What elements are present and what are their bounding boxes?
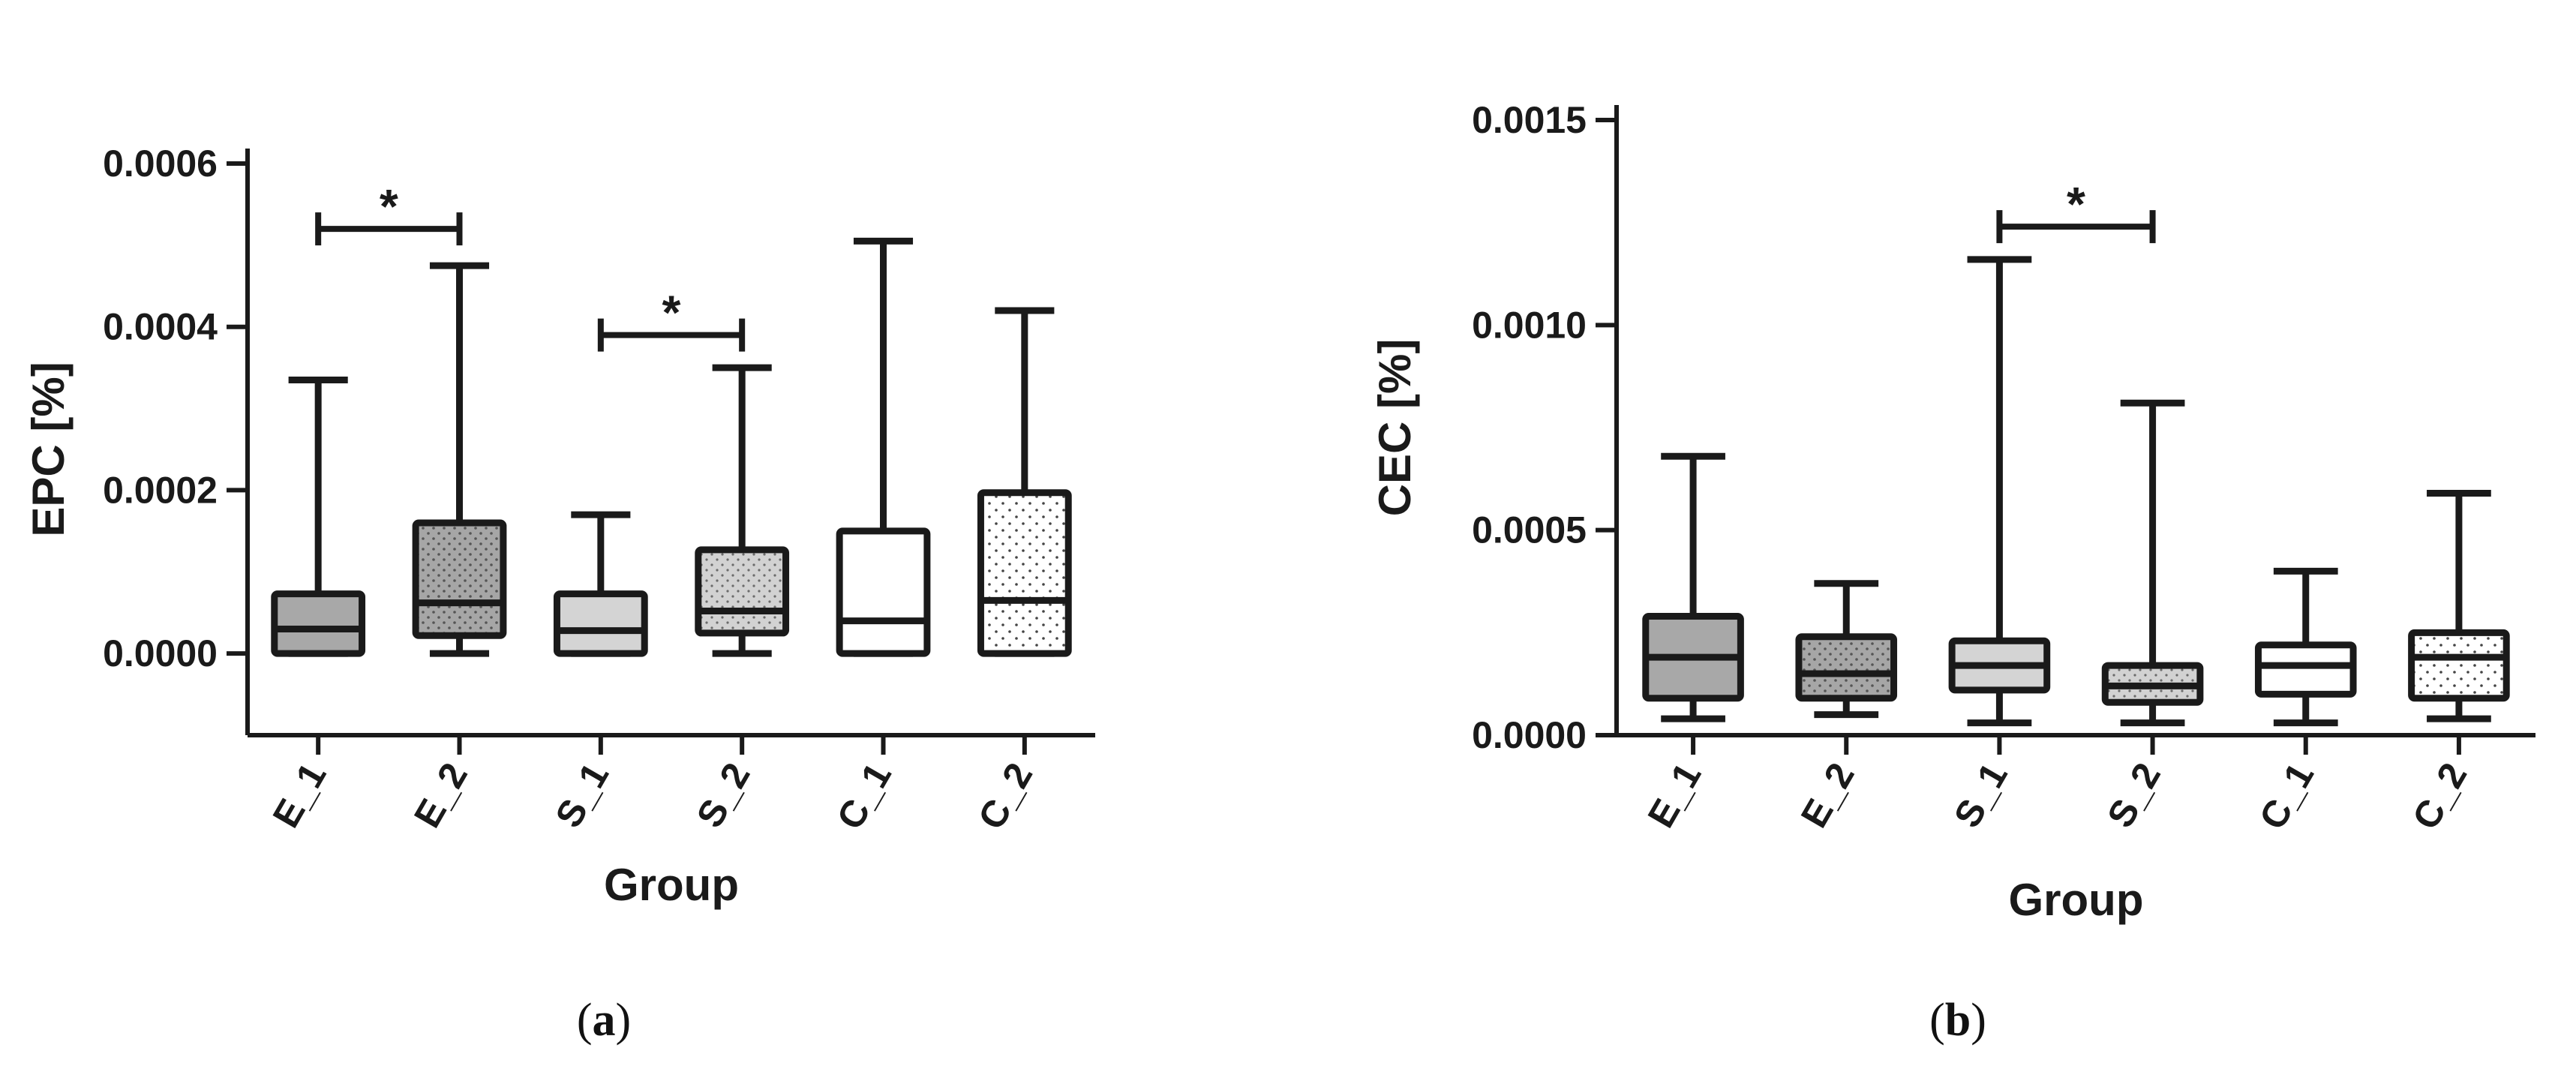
x-tick-label: C_2 xyxy=(970,756,1040,836)
box-c-2 xyxy=(2408,489,2510,722)
x-tick-label: C_2 xyxy=(2404,756,2475,836)
box-iqr xyxy=(836,527,931,657)
panel-letter-a: a xyxy=(593,995,616,1046)
y-tick-label: 0.0010 xyxy=(1472,304,1587,346)
x-tick-label: E_2 xyxy=(1793,756,1863,835)
x-tick-label: S_2 xyxy=(689,756,758,835)
box-iqr xyxy=(2408,629,2510,702)
box-e-2 xyxy=(1795,580,1898,719)
box-e-1 xyxy=(1642,452,1744,722)
significance-label: * xyxy=(380,179,398,233)
y-axis-title: CEC [%] xyxy=(1370,339,1420,517)
box-c-1 xyxy=(836,237,931,657)
box-iqr xyxy=(1795,633,1898,702)
box-e-2 xyxy=(412,262,507,657)
y-axis-title: EPC [%] xyxy=(23,362,74,536)
x-tick-label: C_1 xyxy=(2251,756,2322,836)
chart-panel-b: 0.0000 0.0005 0.0010 0.0015 E_1 E_2 S_1 S_2 C_1 C… xyxy=(1370,99,2535,925)
x-tick-label: E_1 xyxy=(1640,756,1710,835)
y-tick-label: 0.0015 xyxy=(1472,99,1587,141)
box-iqr xyxy=(2254,641,2357,698)
box-iqr xyxy=(412,519,507,639)
y-tick-label: 0.0000 xyxy=(103,632,218,674)
y-tick-label: 0.0002 xyxy=(103,469,218,511)
significance-bracket: * xyxy=(1996,177,2156,244)
x-tick-label: S_1 xyxy=(1946,756,2016,835)
x-tick-label: C_1 xyxy=(829,756,899,836)
box-iqr xyxy=(695,546,790,637)
x-tick-label: S_2 xyxy=(2099,756,2169,835)
box-c-1 xyxy=(2254,567,2357,727)
box-iqr xyxy=(977,489,1072,657)
box-s-2 xyxy=(2101,399,2204,727)
y-tick-label: 0.0005 xyxy=(1472,509,1587,551)
significance-label: * xyxy=(662,286,681,340)
x-tick-label: S_1 xyxy=(547,756,617,835)
box-e-1 xyxy=(271,376,366,657)
significance-label: * xyxy=(2067,177,2085,231)
y-tick-label: 0.0006 xyxy=(103,143,218,185)
chart-panel-a: 0.0000 0.0002 0.0004 0.0006 E_1 E_2 S_1 S_2 C_1 C… xyxy=(23,143,1095,910)
x-axis-title: Group xyxy=(2009,875,2144,925)
panel-letter-b: b xyxy=(1945,995,1971,1046)
box-s-1 xyxy=(1948,256,2051,727)
box-s-1 xyxy=(553,511,648,657)
y-tick-label: 0.0004 xyxy=(103,306,218,348)
x-axis-title: Group xyxy=(604,860,739,910)
y-tick-label: 0.0000 xyxy=(1472,714,1587,756)
significance-bracket: * xyxy=(597,286,746,352)
box-s-2 xyxy=(695,364,790,657)
significance-bracket: * xyxy=(315,179,463,246)
x-tick-label: E_2 xyxy=(406,756,476,835)
panel-label-a: (a) xyxy=(577,995,631,1046)
box-c-2 xyxy=(977,307,1072,657)
box-iqr xyxy=(271,590,366,657)
box-iqr xyxy=(553,590,648,657)
panel-label-b: (b) xyxy=(1929,995,1986,1046)
x-tick-label: E_1 xyxy=(265,756,335,835)
